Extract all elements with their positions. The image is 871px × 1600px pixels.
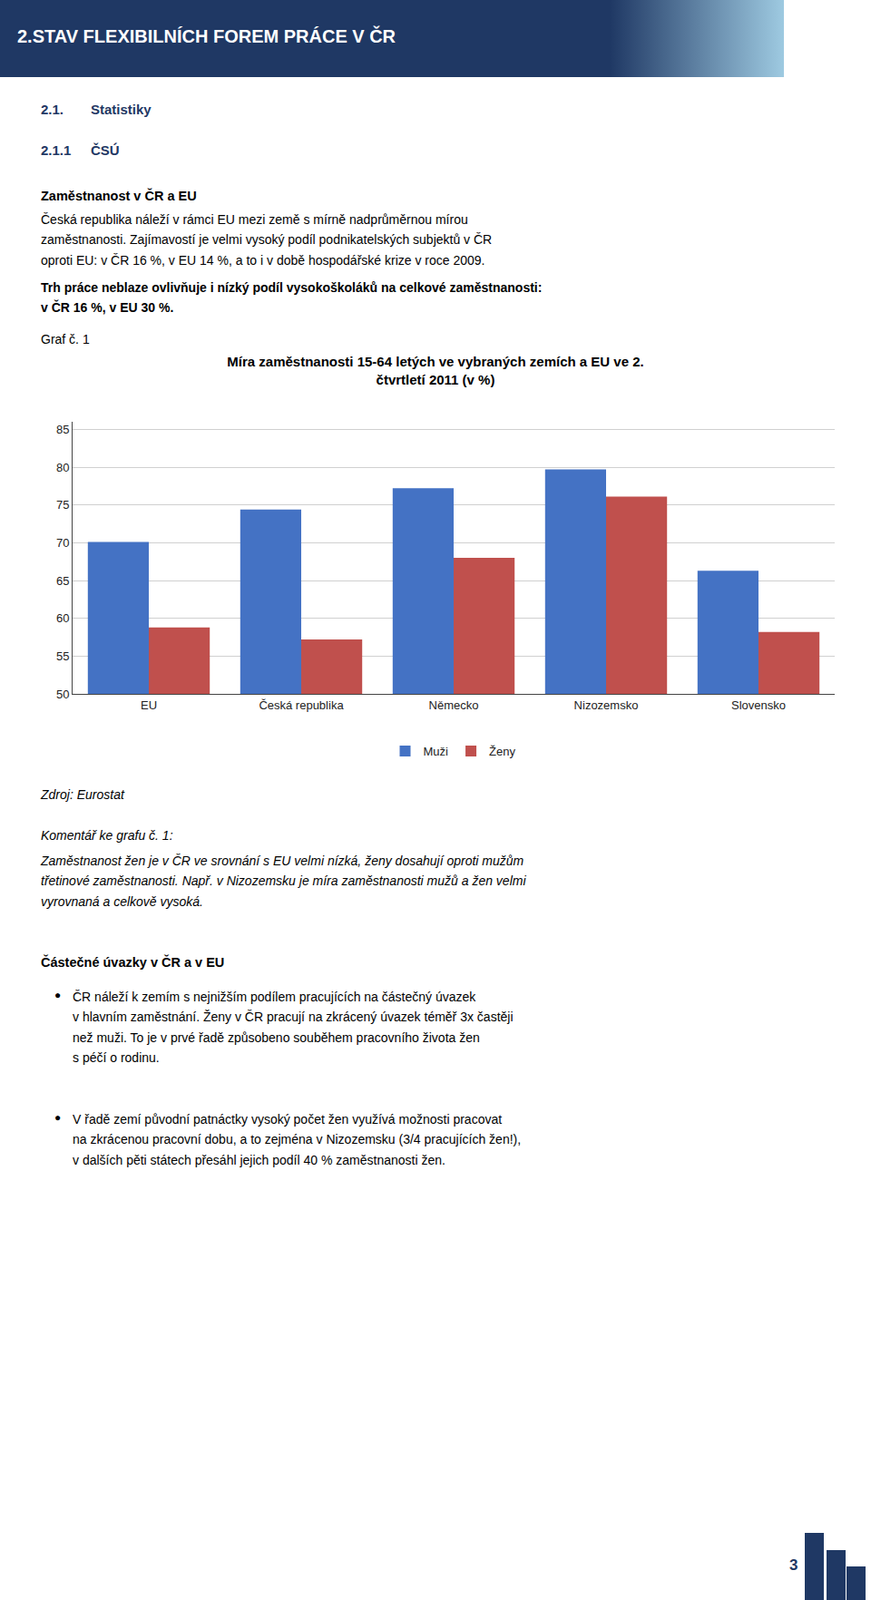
- html-text:Česká republika náleží v rámci: Česká republika náleží v rámci EU mezi z…: [40, 212, 492, 268]
- html-text:2.STAV FLEXIBILNÍCH FOREM PRÁC: 2.STAV FLEXIBILNÍCH FOREM PRÁCE V ČR: [17, 26, 396, 47]
- svg-text:75: 75: [56, 498, 69, 512]
- svg-text:Muži: Muži: [423, 744, 450, 759]
- html-text:Statistiky: Statistiky: [90, 101, 152, 118]
- svg-text:Míra zaměstnanosti 15-64 letýc: Míra zaměstnanosti 15-64 letých ve vybra…: [226, 353, 644, 388]
- svg-text:65: 65: [56, 574, 69, 588]
- svg-text:EU: EU: [140, 698, 157, 713]
- svg-text:55: 55: [56, 649, 69, 664]
- html-text:Trh práce neblaze ovlivňuje i: Trh práce neblaze ovlivňuje i nízký podí…: [40, 280, 543, 316]
- svg-text:80: 80: [56, 460, 69, 475]
- svg-text:Německo: Německo: [429, 698, 480, 713]
- svg-text:Česká republika: Česká republika: [258, 698, 344, 713]
- svg-text:50: 50: [56, 687, 69, 702]
- html-text:2.1.: 2.1.: [40, 101, 64, 118]
- html-text:Komentář ke grafu č. 1:: Komentář ke grafu č. 1:: [40, 828, 173, 843]
- html-text:V řadě zemí původní patnáctky: V řadě zemí původní patnáctky vysoký poč…: [72, 1112, 521, 1168]
- svg-text:Slovensko: Slovensko: [731, 698, 786, 713]
- html-text:ČR náleží k zemím s nejnižším: ČR náleží k zemím s nejnižším podílem pr…: [72, 989, 514, 1066]
- html-text:Částečné úvazky v ČR a v EU: Částečné úvazky v ČR a v EU: [40, 955, 225, 970]
- html-text:2.1.1: 2.1.1: [40, 142, 72, 158]
- html-text:3: 3: [789, 1556, 798, 1575]
- html-text:Graf č. 1: Graf č. 1: [40, 332, 90, 347]
- svg-text:85: 85: [56, 422, 69, 437]
- html-text:ČSÚ: ČSÚ: [90, 142, 120, 158]
- svg-text:70: 70: [56, 536, 69, 550]
- svg-text:Ženy: Ženy: [489, 744, 516, 759]
- html-text:Zdroj: Eurostat: Zdroj: Eurostat: [40, 787, 125, 803]
- svg-text:Nizozemsko: Nizozemsko: [574, 698, 639, 713]
- svg-text:60: 60: [56, 611, 69, 626]
- html-text:Zaměstnanost žen je v ČR ve sr: Zaměstnanost žen je v ČR ve srovnání s E…: [40, 853, 526, 909]
- html-text:Zaměstnanost v ČR a EU: Zaměstnanost v ČR a EU: [40, 188, 197, 204]
